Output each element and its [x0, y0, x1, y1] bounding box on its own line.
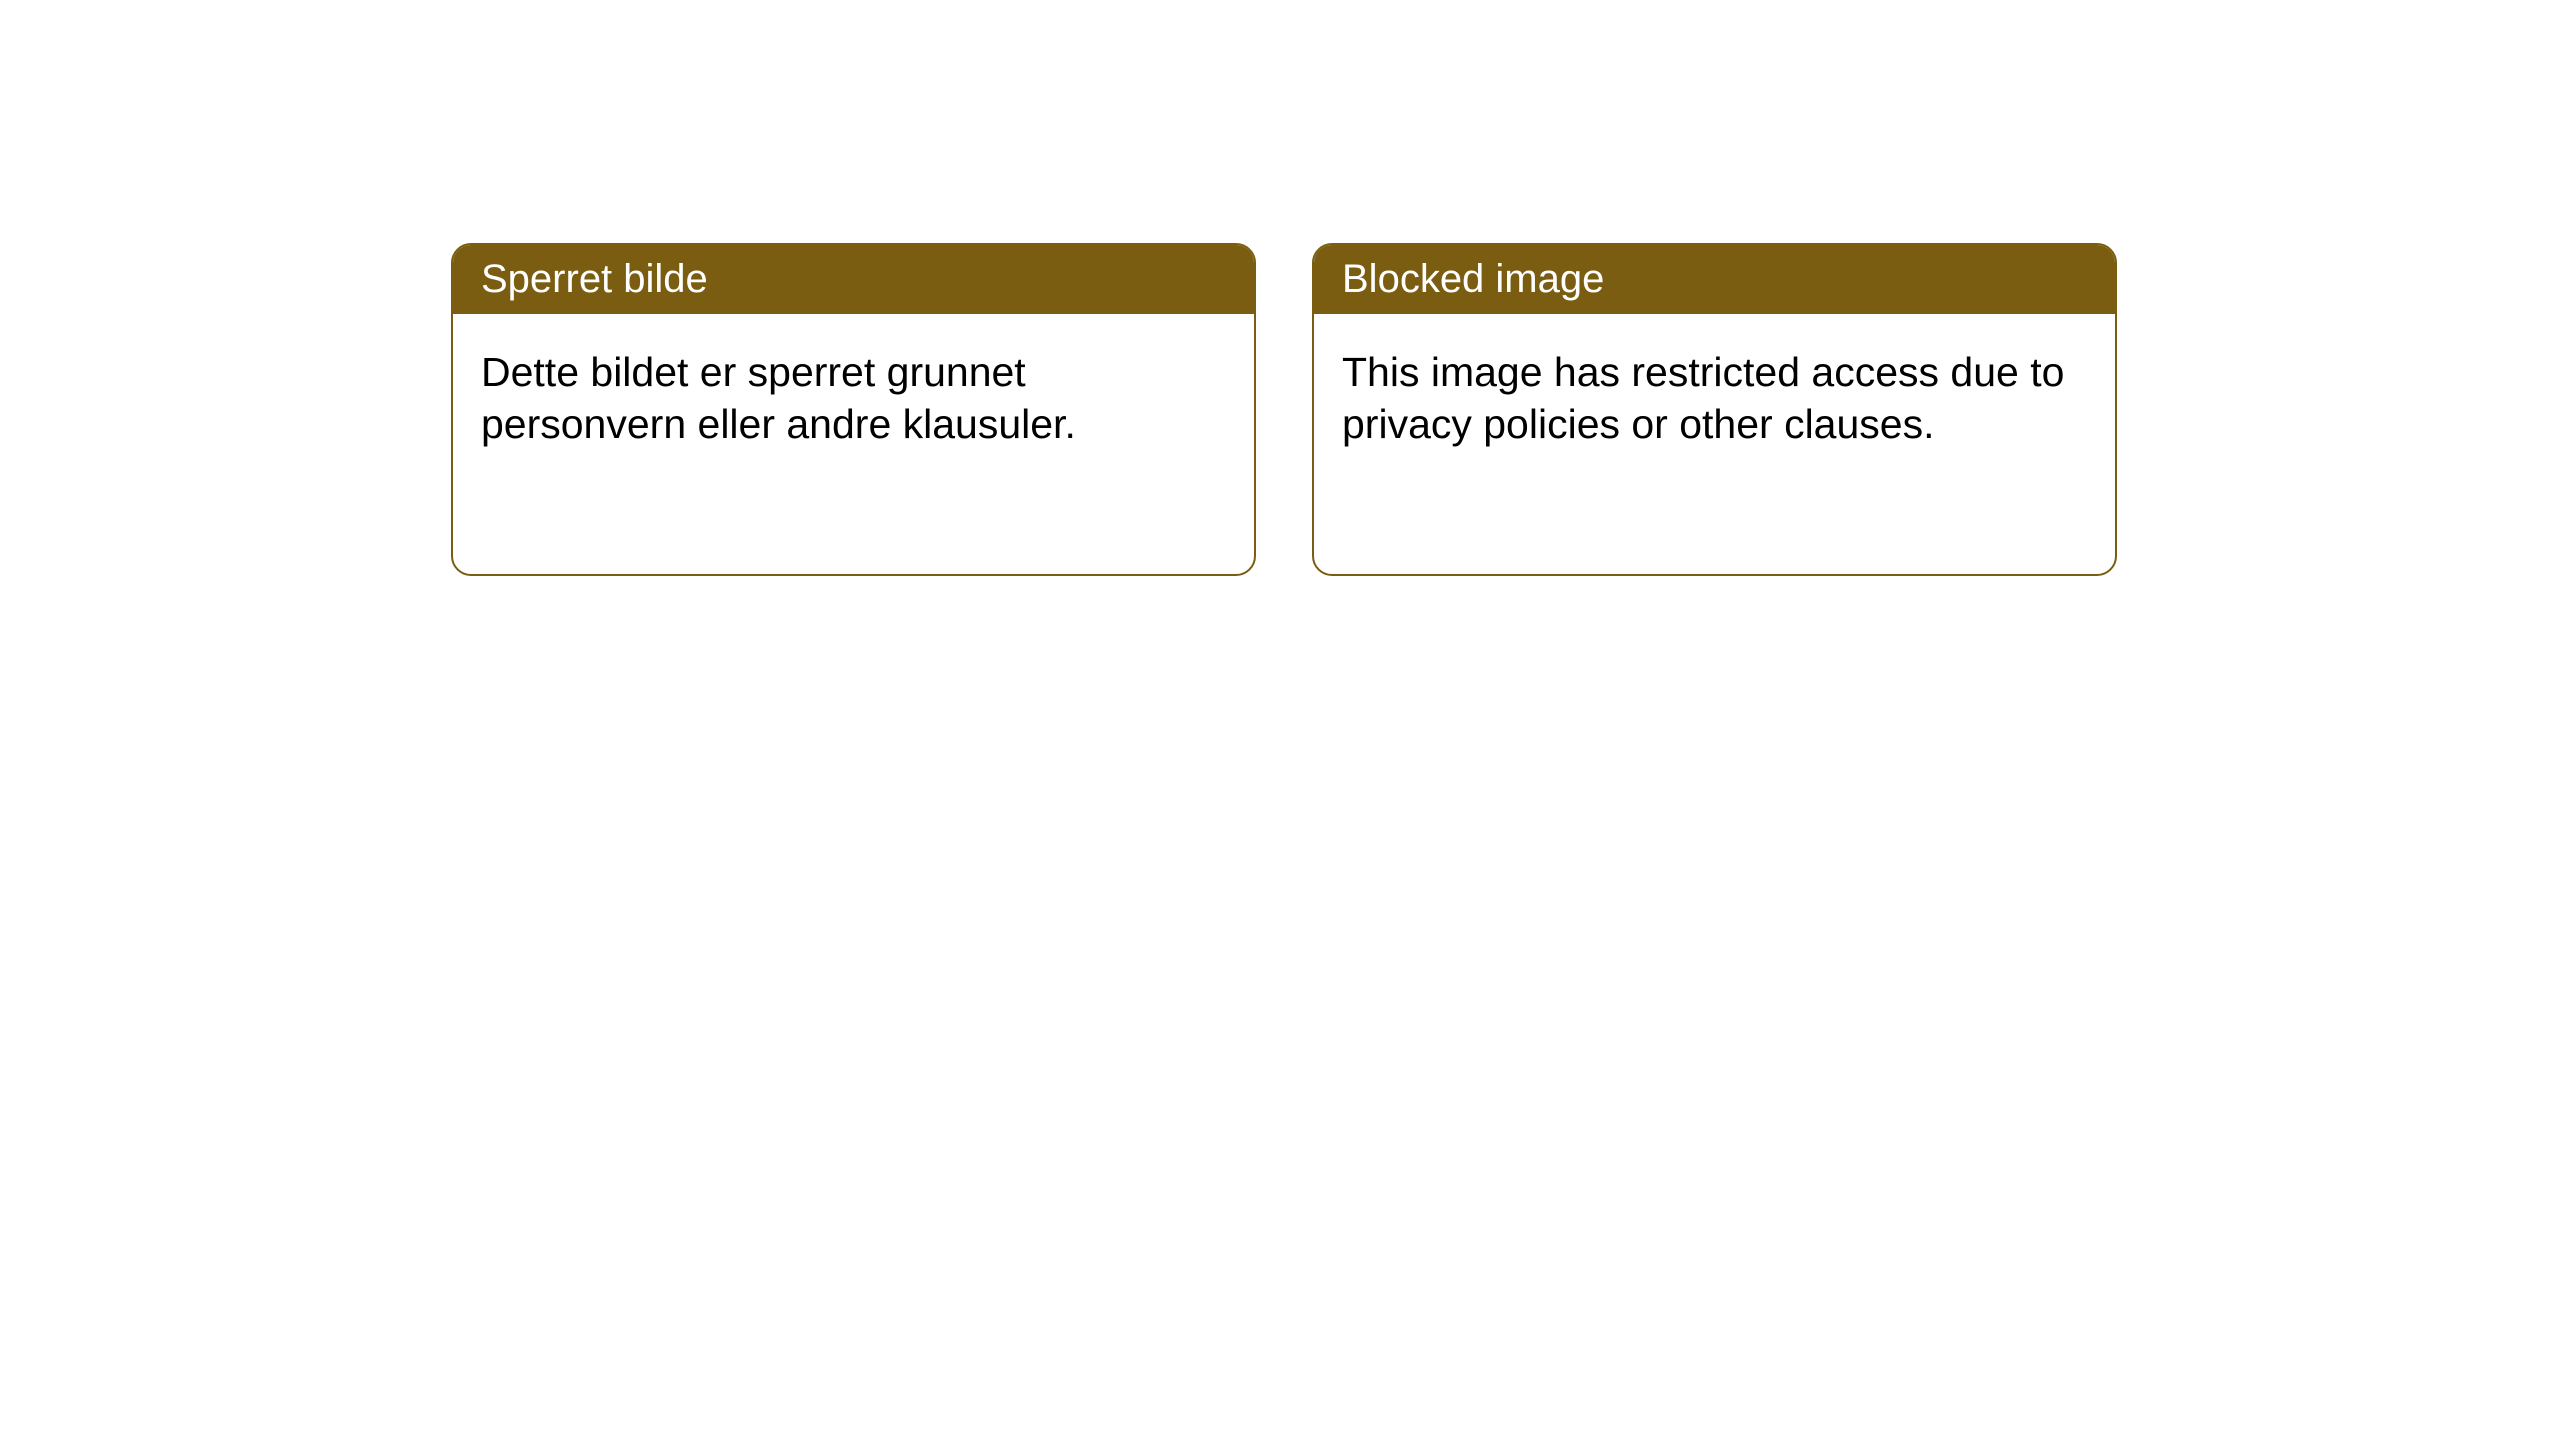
notice-card-norwegian: Sperret bilde Dette bildet er sperret gr… [451, 243, 1256, 576]
notice-cards-container: Sperret bilde Dette bildet er sperret gr… [0, 0, 2560, 576]
card-header: Blocked image [1314, 245, 2115, 314]
card-body: Dette bildet er sperret grunnet personve… [453, 314, 1254, 483]
card-title: Sperret bilde [481, 257, 708, 301]
card-body: This image has restricted access due to … [1314, 314, 2115, 483]
card-body-text: This image has restricted access due to … [1342, 349, 2064, 447]
card-body-text: Dette bildet er sperret grunnet personve… [481, 349, 1076, 447]
card-header: Sperret bilde [453, 245, 1254, 314]
notice-card-english: Blocked image This image has restricted … [1312, 243, 2117, 576]
card-title: Blocked image [1342, 257, 1604, 301]
